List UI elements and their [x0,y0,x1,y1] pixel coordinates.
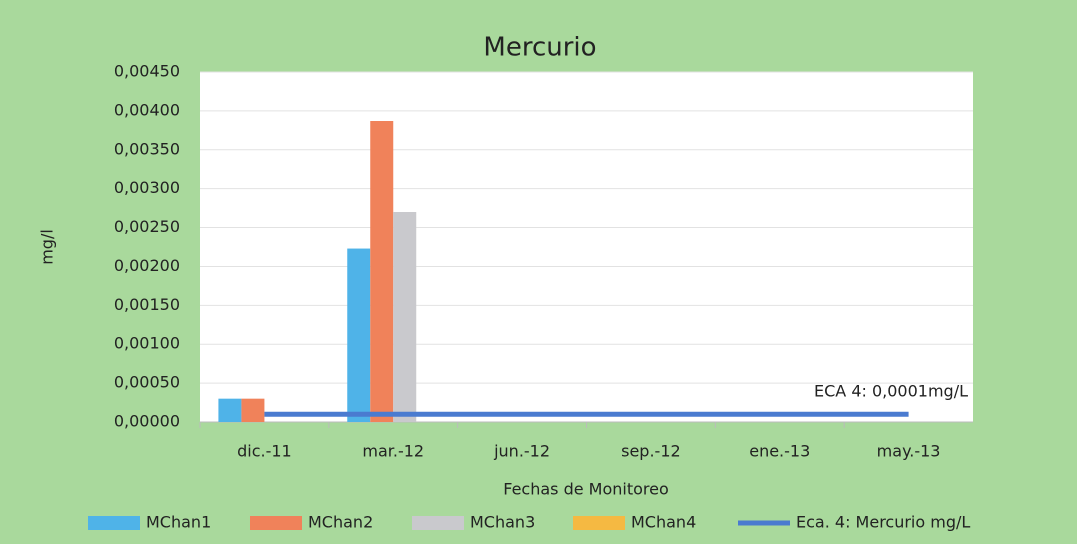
x-tick-label: jun.-12 [493,442,550,461]
chart-title: Mercurio [483,33,596,63]
y-tick-label: 0,00100 [114,334,180,353]
legend-swatch [412,516,464,530]
x-tick-label: may.-13 [877,442,941,461]
x-tick-label: dic.-11 [237,442,292,461]
y-tick-label: 0,00450 [114,62,180,81]
x-axis-title: Fechas de Monitoreo [503,480,669,499]
legend-label: Eca. 4: Mercurio mg/L [796,513,970,532]
y-tick-label: 0,00250 [114,217,180,236]
legend-swatch [250,516,302,530]
x-tick-label: mar.-12 [362,442,424,461]
bar [393,212,417,422]
legend-label: MChan3 [470,513,535,532]
y-tick-label: 0,00300 [114,178,180,197]
legend-label: MChan4 [631,513,696,532]
bar [347,248,371,422]
y-tick-label: 0,00000 [114,412,180,431]
bar [370,121,394,422]
legend-label: MChan1 [146,513,211,532]
x-tick-label: sep.-12 [621,442,681,461]
y-tick-label: 0,00050 [114,373,180,392]
x-tick-label: ene.-13 [749,442,810,461]
bar [241,398,265,422]
annotation: ECA 4: 0,0001mg/L [814,382,968,401]
y-axis-title: mg/l [38,229,57,265]
y-tick-label: 0,00200 [114,256,180,275]
y-tick-label: 0,00400 [114,100,180,119]
plot-area [200,72,973,422]
y-tick-label: 0,00150 [114,295,180,314]
legend-label: MChan2 [308,513,373,532]
legend-swatch [573,516,625,530]
y-tick-label: 0,00350 [114,139,180,158]
bar [218,398,242,422]
legend-swatch [88,516,140,530]
